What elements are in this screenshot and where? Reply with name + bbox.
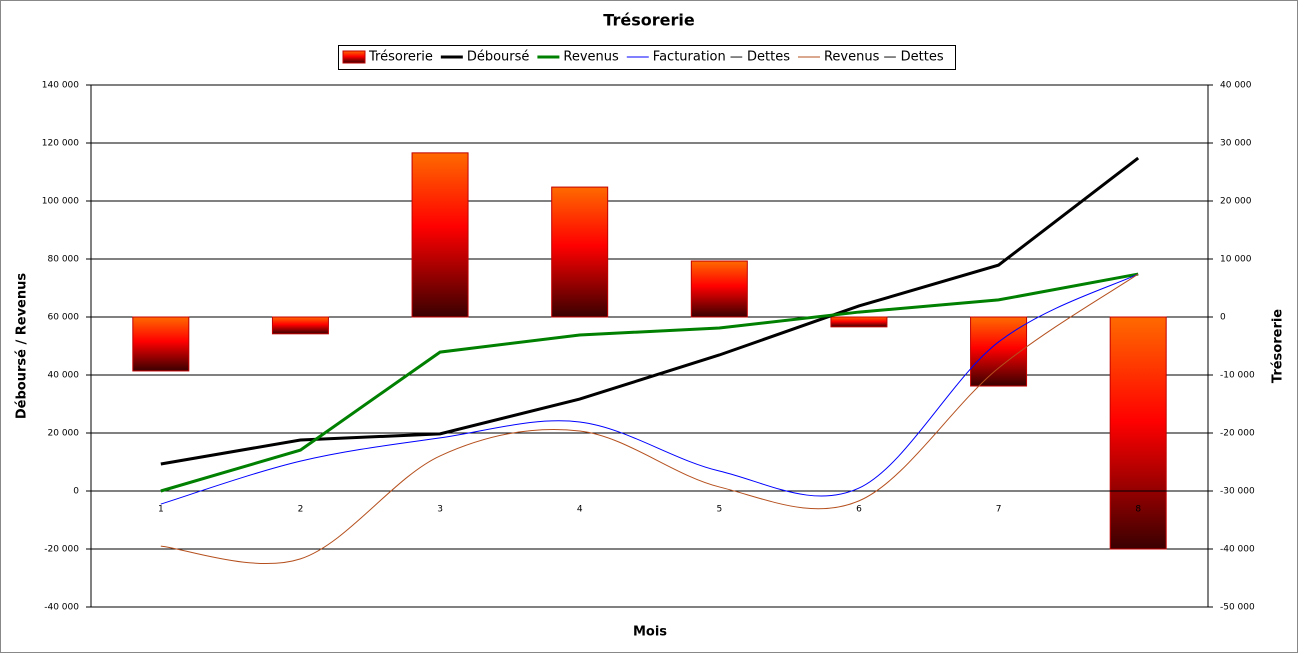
y2-tick-label: 10 000: [1220, 255, 1252, 265]
bar: [1109, 316, 1167, 550]
bar: [970, 316, 1028, 387]
y2-tick-label: -30 000: [1220, 487, 1255, 497]
legend-swatch: [342, 50, 366, 64]
x-axis-title: Mois: [633, 625, 667, 640]
y-tick-label: -40 000: [44, 603, 79, 613]
x-tick-label: 6: [856, 505, 862, 515]
smooth-line: [160, 273, 1139, 565]
legend-label: Trésorerie: [368, 50, 433, 65]
bar: [690, 260, 748, 318]
y2-tick-label: -40 000: [1220, 545, 1255, 555]
y2-tick-label: -20 000: [1220, 429, 1255, 439]
y2-tick-label: -10 000: [1220, 371, 1255, 381]
x-tick-label: 2: [298, 505, 304, 515]
y-tick-label: -20 000: [44, 545, 79, 555]
y-tick-label: 0: [73, 487, 79, 497]
y2-tick-label: 30 000: [1220, 139, 1252, 149]
y-tick-label: 40 000: [48, 371, 80, 381]
line: [160, 156, 1140, 466]
y2-tick-label: 20 000: [1220, 197, 1252, 207]
x-tick-label: 3: [437, 505, 443, 515]
y-tick-label: 140 000: [42, 81, 79, 91]
y2-tick-label: 0: [1220, 313, 1226, 323]
y2-axis-title: Trésorerie: [1271, 309, 1286, 383]
y-axis-title: Déboursé / Revenus: [15, 273, 30, 419]
x-tick-label: 1: [158, 505, 164, 515]
y2-tick-label: 40 000: [1220, 81, 1252, 91]
legend-label: Revenus: [563, 50, 619, 65]
y-tick-label: 20 000: [48, 429, 80, 439]
chart-title: Trésorerie: [603, 11, 695, 30]
bar: [411, 152, 469, 318]
y-tick-label: 100 000: [42, 197, 79, 207]
y-tick-label: 80 000: [48, 255, 80, 265]
x-tick-label: 8: [1135, 505, 1141, 515]
legend-label: Déboursé: [467, 50, 530, 65]
x-tick-label: 7: [996, 505, 1002, 515]
line: [160, 272, 1139, 493]
bar: [271, 316, 329, 335]
y2-tick-label: -50 000: [1220, 603, 1255, 613]
bar: [132, 316, 190, 372]
bar: [830, 316, 888, 328]
legend-label: Revenus — Dettes: [824, 50, 944, 65]
y-tick-label: 120 000: [42, 139, 79, 149]
bar: [551, 186, 609, 318]
y-tick-label: 60 000: [48, 313, 80, 323]
legend-label: Facturation — Dettes: [653, 50, 790, 65]
smooth-line: [160, 273, 1139, 505]
x-tick-label: 5: [716, 505, 722, 515]
x-tick-label: 4: [577, 505, 583, 515]
